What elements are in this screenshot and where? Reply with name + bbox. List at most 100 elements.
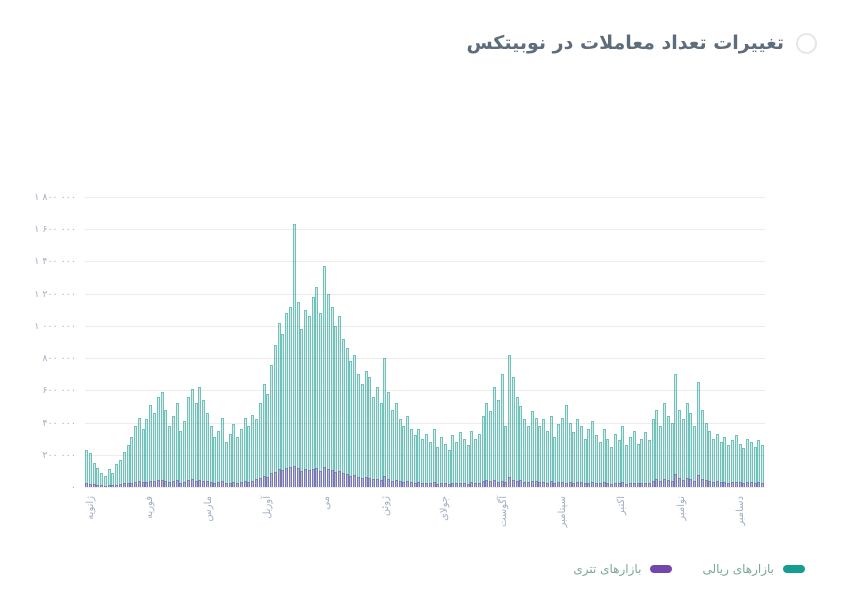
bar-rial	[413, 435, 417, 487]
bar-rial	[137, 417, 141, 487]
bar-rial	[515, 396, 519, 487]
bar-rial	[579, 425, 583, 487]
bar-tether	[561, 481, 564, 487]
bar-rial	[727, 445, 731, 487]
bar-tether	[202, 480, 206, 487]
bar-tether	[145, 481, 149, 487]
bar-rial	[462, 438, 466, 487]
bar-rial	[236, 437, 240, 487]
bar-tether	[455, 483, 459, 487]
bar-rial	[160, 391, 164, 487]
bar-rial	[534, 417, 538, 487]
bar-rial	[417, 429, 421, 487]
bar-tether	[685, 477, 689, 487]
bar-tether	[323, 466, 326, 487]
bar-rial	[500, 374, 504, 487]
bar-tether	[708, 480, 712, 487]
bar-tether	[160, 479, 164, 487]
bar-tether	[572, 482, 576, 487]
x-axis: ژانویه فوریه مارس آوریل می ژوئن جولای آگوست سپتا…	[85, 496, 765, 556]
bar-tether	[515, 481, 519, 487]
bar-tether	[153, 481, 156, 487]
x-axis-label: دسامبر	[734, 496, 746, 526]
bar-rial	[704, 422, 708, 487]
gridline	[85, 293, 765, 295]
bar-tether	[270, 473, 274, 487]
legend-item-tether-markets[interactable]: بازارهای تتری	[573, 562, 673, 576]
bar-rial	[149, 404, 153, 487]
bar-tether	[364, 476, 368, 487]
rial-series-swatch-icon	[783, 565, 805, 573]
bar-tether	[409, 482, 413, 487]
bar-tether	[122, 483, 126, 487]
bar-rial	[232, 424, 236, 487]
bar-tether	[406, 481, 410, 487]
bar-rial	[183, 420, 187, 487]
bar-rial	[738, 443, 742, 487]
bar-rial	[644, 432, 648, 487]
bar-tether	[523, 481, 527, 487]
legend-item-rial-markets[interactable]: بازارهای ریالی	[702, 562, 805, 576]
bar-tether	[345, 474, 349, 487]
bar-rial	[334, 325, 338, 487]
bar-tether	[583, 483, 587, 487]
bar-rial	[171, 416, 175, 487]
y-axis-label: ۰	[70, 482, 76, 493]
bar-tether	[85, 483, 88, 487]
bar-rial	[700, 409, 704, 487]
bar-tether	[470, 482, 474, 487]
bar-tether	[651, 480, 655, 487]
bar-tether	[224, 483, 228, 487]
bar-tether	[232, 481, 236, 487]
bar-rial	[353, 354, 357, 487]
bar-tether	[273, 471, 277, 487]
bar-tether	[587, 482, 591, 487]
bar-tether	[398, 481, 402, 487]
bar-rial	[542, 419, 546, 487]
bar-tether	[164, 480, 168, 487]
bar-rial	[508, 354, 512, 487]
bar-rial	[198, 387, 202, 487]
bar-rial	[285, 313, 289, 487]
bar-rial	[402, 425, 406, 487]
bar-tether	[519, 480, 523, 487]
bar-tether	[440, 482, 444, 487]
bar-rial	[247, 425, 251, 487]
x-axis-label: ژانویه	[84, 496, 96, 520]
bar-rial	[375, 387, 379, 487]
bar-rial	[621, 425, 625, 487]
bar-tether	[549, 481, 553, 487]
bar-tether	[534, 481, 538, 487]
y-axis-label: ۸۰۰ ۰۰۰	[42, 353, 76, 365]
chart-title-row: تغییرات تعداد معاملات در نوبیتکس	[466, 32, 817, 54]
x-axis-label: اکتبر	[616, 496, 628, 516]
bar-tether	[545, 482, 549, 487]
bar-rial	[406, 416, 410, 487]
bar-tether	[175, 480, 179, 487]
bar-tether	[107, 484, 111, 487]
title-ring-icon	[796, 32, 817, 54]
bar-rial	[251, 414, 255, 487]
bar-rial	[126, 445, 130, 487]
bar-tether	[481, 481, 485, 487]
x-axis-label: ژوئن	[380, 496, 391, 517]
bar-rial	[432, 429, 436, 487]
bar-rial	[304, 309, 308, 487]
bar-rial	[262, 383, 266, 487]
bar-rial	[459, 432, 462, 487]
bar-rial	[538, 425, 542, 487]
bar-rial	[651, 419, 655, 487]
bar-rial	[387, 391, 391, 487]
bar-rial	[496, 400, 500, 487]
bar-tether	[379, 479, 383, 487]
bar-rial	[360, 383, 364, 487]
bar-tether	[277, 468, 281, 487]
bar-tether	[383, 476, 387, 487]
bar-rial	[753, 446, 757, 487]
bar-tether	[421, 482, 425, 487]
bar-tether	[530, 480, 534, 487]
bar-tether	[255, 479, 258, 487]
bar-tether	[617, 483, 621, 487]
bar-rial	[553, 437, 557, 487]
gridline	[85, 261, 765, 263]
